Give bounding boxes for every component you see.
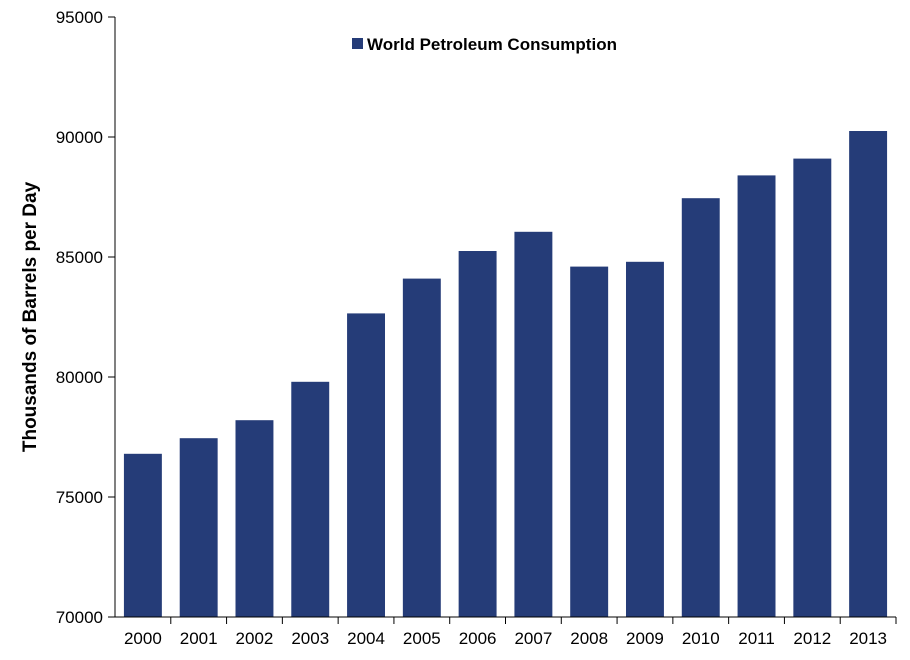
y-tick-label: 80000 bbox=[56, 368, 103, 387]
x-axis-ticks: 2000 2001 2002 2003 2004 2005 2006 2007 2008 2009… bbox=[124, 617, 897, 648]
bar-2003 bbox=[291, 381, 330, 617]
legend-label: World Petroleum Consumption bbox=[367, 35, 617, 54]
x-tick-label-2003: 2003 bbox=[291, 629, 329, 648]
x-tick-label-2007: 2007 bbox=[514, 629, 552, 648]
legend-swatch bbox=[352, 38, 363, 49]
x-tick-label-2008: 2008 bbox=[570, 629, 608, 648]
y-axis-ticks: 70000 75000 80000 85000 90000 95000 bbox=[56, 8, 115, 627]
x-tick-label-2006: 2006 bbox=[459, 629, 497, 648]
x-tick-label-2005: 2005 bbox=[403, 629, 441, 648]
x-tick-label-2011: 2011 bbox=[738, 629, 775, 648]
bar-2004 bbox=[347, 313, 386, 617]
x-tick-label-2001: 2001 bbox=[180, 629, 218, 648]
bar-2002 bbox=[235, 420, 274, 617]
y-tick-label: 85000 bbox=[56, 248, 103, 267]
x-tick-label-2010: 2010 bbox=[682, 629, 720, 648]
x-tick-label-2009: 2009 bbox=[626, 629, 664, 648]
y-tick-label: 90000 bbox=[56, 128, 103, 147]
x-tick-label-2004: 2004 bbox=[347, 629, 385, 648]
bar-2013 bbox=[849, 131, 888, 617]
legend: World Petroleum Consumption bbox=[352, 35, 617, 54]
bar-series bbox=[123, 131, 888, 618]
x-tick-label-2000: 2000 bbox=[124, 629, 162, 648]
x-tick-label-2002: 2002 bbox=[236, 629, 274, 648]
y-tick-label: 70000 bbox=[56, 608, 103, 627]
y-tick-label: 75000 bbox=[56, 488, 103, 507]
x-tick-label-2012: 2012 bbox=[793, 629, 831, 648]
bar-2005 bbox=[402, 278, 441, 617]
bar-2007 bbox=[514, 231, 553, 618]
bar-2001 bbox=[179, 438, 218, 617]
bar-2008 bbox=[570, 266, 609, 617]
bar-2012 bbox=[793, 158, 832, 617]
bar-2006 bbox=[458, 251, 497, 617]
y-tick-label: 95000 bbox=[56, 8, 103, 27]
bar-2000 bbox=[123, 453, 162, 617]
bar-2009 bbox=[625, 261, 664, 617]
bar-2011 bbox=[737, 175, 776, 617]
bar-2010 bbox=[681, 198, 720, 617]
y-axis-title: Thousands of Barrels per Day bbox=[20, 181, 41, 452]
x-tick-label-2013: 2013 bbox=[849, 629, 887, 648]
